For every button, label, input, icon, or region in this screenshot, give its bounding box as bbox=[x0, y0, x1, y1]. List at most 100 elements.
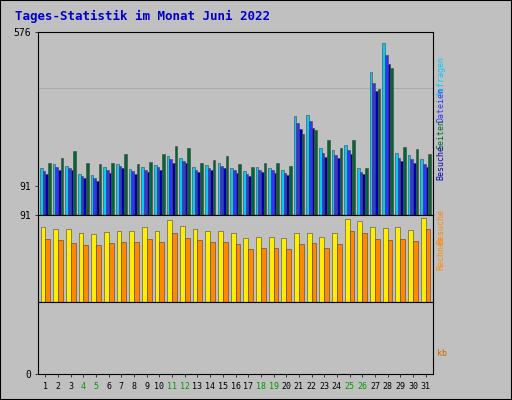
Bar bbox=[388, 64, 390, 215]
Bar bbox=[332, 233, 337, 302]
Bar bbox=[205, 231, 210, 302]
Bar bbox=[286, 248, 291, 302]
Bar bbox=[398, 158, 400, 215]
Bar bbox=[193, 229, 198, 302]
Bar bbox=[408, 230, 413, 302]
Bar bbox=[175, 146, 178, 215]
Bar bbox=[365, 168, 368, 215]
Bar bbox=[248, 176, 251, 215]
Bar bbox=[390, 68, 393, 215]
Bar bbox=[395, 228, 400, 302]
Bar bbox=[408, 154, 410, 215]
Bar bbox=[169, 159, 172, 215]
Bar bbox=[236, 244, 240, 302]
Bar bbox=[378, 90, 380, 215]
Bar bbox=[53, 229, 58, 302]
Bar bbox=[294, 233, 299, 302]
Bar bbox=[312, 128, 314, 215]
Bar bbox=[132, 171, 134, 215]
Bar bbox=[195, 170, 198, 215]
Bar bbox=[66, 229, 71, 302]
Bar bbox=[256, 237, 261, 302]
Bar bbox=[58, 240, 63, 302]
Bar bbox=[271, 170, 273, 215]
Bar bbox=[231, 233, 236, 302]
Bar bbox=[73, 152, 76, 215]
Bar bbox=[261, 248, 266, 302]
Bar bbox=[172, 233, 177, 302]
Bar bbox=[53, 164, 55, 215]
Bar bbox=[337, 244, 342, 302]
Bar bbox=[345, 219, 350, 302]
Bar bbox=[306, 115, 309, 215]
Bar bbox=[141, 167, 144, 215]
Bar bbox=[322, 153, 324, 215]
Bar bbox=[334, 154, 337, 215]
Bar bbox=[425, 229, 431, 302]
Bar bbox=[261, 172, 264, 215]
Bar bbox=[225, 156, 228, 215]
Bar bbox=[124, 154, 127, 215]
Bar bbox=[382, 44, 385, 215]
Bar bbox=[289, 166, 291, 215]
Bar bbox=[137, 164, 139, 215]
Bar bbox=[385, 54, 388, 215]
Text: kb: kb bbox=[437, 350, 447, 358]
Bar bbox=[362, 233, 367, 302]
Bar bbox=[83, 245, 88, 302]
Bar bbox=[91, 234, 96, 302]
Bar bbox=[410, 159, 413, 215]
Bar bbox=[403, 147, 406, 215]
Bar bbox=[154, 165, 157, 215]
Bar bbox=[246, 174, 248, 215]
Bar bbox=[337, 158, 339, 215]
Bar bbox=[147, 239, 152, 302]
Bar bbox=[375, 239, 380, 302]
Bar bbox=[46, 174, 48, 215]
Bar bbox=[223, 168, 225, 215]
Bar bbox=[293, 116, 296, 215]
Bar bbox=[180, 226, 185, 302]
Bar bbox=[248, 248, 253, 302]
Bar bbox=[96, 245, 101, 302]
Bar bbox=[106, 170, 109, 215]
Bar bbox=[104, 232, 109, 302]
Bar bbox=[81, 176, 83, 215]
Bar bbox=[68, 168, 71, 215]
Bar bbox=[255, 167, 258, 215]
Bar bbox=[420, 159, 423, 215]
Bar bbox=[130, 231, 134, 302]
Bar bbox=[269, 237, 273, 302]
Bar bbox=[299, 129, 302, 215]
Bar bbox=[243, 171, 246, 215]
Bar bbox=[134, 174, 137, 215]
Bar bbox=[307, 233, 312, 302]
Bar bbox=[357, 221, 362, 302]
Bar bbox=[421, 218, 425, 302]
Bar bbox=[159, 242, 164, 302]
Bar bbox=[167, 156, 169, 215]
Bar bbox=[213, 160, 216, 215]
Bar bbox=[395, 153, 398, 215]
Bar bbox=[61, 158, 63, 215]
Text: Seiten: Seiten bbox=[437, 119, 446, 149]
Bar bbox=[327, 140, 330, 215]
Text: Anfragen: Anfragen bbox=[437, 56, 446, 96]
Bar bbox=[78, 233, 83, 302]
Bar bbox=[109, 243, 114, 302]
Bar bbox=[147, 172, 150, 215]
Bar bbox=[182, 161, 185, 215]
Bar bbox=[276, 162, 279, 215]
Bar bbox=[273, 173, 276, 215]
Bar bbox=[233, 170, 236, 215]
Bar bbox=[375, 91, 378, 215]
Bar bbox=[96, 181, 99, 215]
Bar bbox=[112, 164, 114, 215]
Bar bbox=[299, 244, 304, 302]
Bar bbox=[286, 175, 289, 215]
Bar bbox=[413, 162, 416, 215]
Bar bbox=[344, 145, 347, 215]
Text: Tages-Statistik im Monat Juni 2022: Tages-Statistik im Monat Juni 2022 bbox=[15, 10, 270, 23]
Bar bbox=[78, 174, 81, 215]
Bar bbox=[251, 167, 253, 215]
